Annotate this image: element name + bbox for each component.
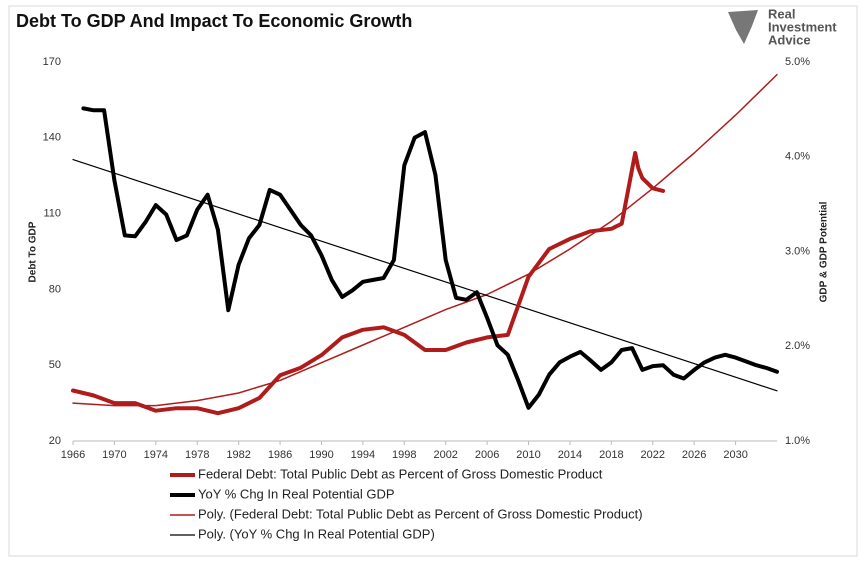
chart-frame: [8, 5, 858, 557]
y-tick-label: 140: [43, 132, 61, 144]
legend-label: Federal Debt: Total Public Debt as Perce…: [198, 466, 603, 481]
x-tick-label: 2026: [682, 449, 706, 461]
x-tick-label: 1974: [144, 449, 168, 461]
y2-tick-label: 5.0%: [785, 56, 810, 68]
y2-tick-label: 1.0%: [785, 435, 810, 447]
x-tick-label: 1970: [102, 449, 126, 461]
legend-label: YoY % Chg In Real Potential GDP: [198, 486, 395, 501]
y2-axis-title: GDP & GDP Potential: [819, 201, 830, 302]
x-tick-label: 1994: [351, 449, 375, 461]
x-tick-label: 2018: [599, 449, 623, 461]
x-tick-label: 1978: [185, 449, 209, 461]
legend-label: Poly. (Federal Debt: Total Public Debt a…: [198, 506, 643, 521]
x-tick-label: 2010: [516, 449, 540, 461]
x-tick-label: 2006: [475, 449, 499, 461]
legend-label: Poly. (YoY % Chg In Real Potential GDP): [198, 526, 435, 541]
series-line: [81, 106, 779, 410]
logo: Real Investment Advice: [728, 6, 837, 47]
y-tick-label: 80: [49, 283, 61, 295]
logo-text: Investment: [768, 19, 837, 34]
x-tick-label: 1990: [309, 449, 333, 461]
series-line: [71, 151, 666, 416]
x-tick-label: 2014: [558, 449, 582, 461]
x-tick-label: 2022: [641, 449, 665, 461]
x-tick-label: 2002: [433, 449, 457, 461]
y-tick-label: 20: [49, 435, 61, 447]
x-tick-label: 1982: [226, 449, 250, 461]
x-tick-label: 1966: [61, 449, 85, 461]
series-line: [72, 159, 778, 392]
x-tick-label: 2030: [723, 449, 747, 461]
logo-text: Real: [768, 6, 795, 21]
y-tick-label: 110: [43, 208, 61, 220]
x-tick-label: 1998: [392, 449, 416, 461]
logo-mark: [728, 10, 758, 44]
y2-tick-label: 2.0%: [785, 340, 810, 352]
y-axis-title: Debt To GDP: [28, 221, 39, 282]
logo-text: Advice: [768, 32, 811, 47]
y2-tick-label: 3.0%: [785, 245, 810, 257]
x-tick-label: 1986: [268, 449, 292, 461]
series-line: [72, 73, 778, 407]
y-tick-label: 170: [43, 56, 61, 68]
y-tick-label: 50: [49, 359, 61, 371]
y2-tick-label: 4.0%: [785, 151, 810, 163]
chart-title: Debt To GDP And Impact To Economic Growt…: [16, 11, 412, 31]
